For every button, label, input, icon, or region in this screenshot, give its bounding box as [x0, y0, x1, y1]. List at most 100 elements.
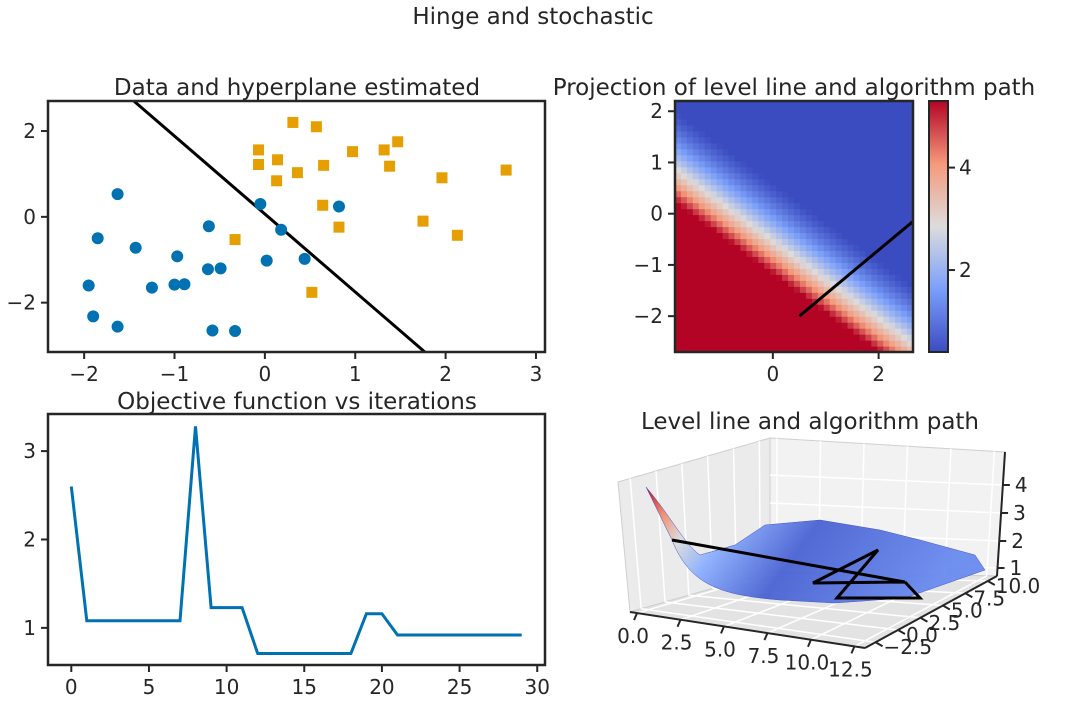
heatmap-cell — [901, 322, 908, 329]
heatmap-cell — [752, 268, 759, 275]
heatmap-cell — [901, 286, 908, 293]
heatmap-cell — [692, 184, 700, 192]
heatmap-cell — [794, 340, 801, 347]
heatmap-cell — [877, 124, 884, 132]
heatmap-cell — [746, 262, 753, 269]
heatmap-cell — [901, 130, 908, 138]
heatmap-cell — [788, 184, 795, 192]
heatmap-cell — [686, 130, 694, 138]
heatmap-cell — [835, 154, 843, 162]
heatmap-cell — [883, 304, 890, 311]
scatter-title: Data and hyperplane estimated — [114, 75, 480, 101]
heatmap-cell — [841, 184, 849, 192]
heatmap-cell — [686, 280, 694, 287]
heatmap-cell — [901, 106, 908, 114]
heatmap-cell — [686, 304, 694, 311]
heatmap-cell — [907, 250, 913, 257]
heatmap-cell — [782, 101, 789, 108]
heatmap-cell — [692, 340, 700, 347]
heatmap-cell — [686, 154, 694, 162]
heatmap-cell — [752, 226, 759, 234]
heatmap-cell — [853, 346, 861, 352]
heatmap-cell — [853, 232, 861, 240]
heatmap-cell — [758, 136, 765, 144]
heatmap-cell — [782, 316, 789, 323]
point-class-b — [378, 144, 390, 156]
heatmap-cell — [776, 112, 783, 120]
heatmap-cell — [752, 316, 759, 323]
heatmap-cell — [770, 232, 777, 240]
heatmap-cell — [871, 124, 878, 132]
heatmap-cell — [680, 328, 688, 335]
surface-z-axis-line — [996, 451, 1006, 577]
heatmap-cell — [782, 142, 789, 150]
heatmap-cell — [764, 214, 771, 222]
heatmap-cell — [692, 148, 700, 156]
heatmap-cell — [895, 220, 902, 228]
point-class-b — [317, 199, 329, 211]
heatmap-cell — [770, 154, 777, 162]
heatmap-cell — [794, 268, 801, 275]
heatmap-cell — [823, 340, 831, 347]
heatmap-cell — [710, 136, 718, 144]
x-tick-label: 15 — [292, 675, 317, 699]
heatmap-cell — [728, 184, 736, 192]
heatmap-cell — [692, 244, 700, 252]
heatmap-cell — [889, 220, 896, 228]
heatmap-cell — [895, 346, 902, 352]
heatmap-cell — [877, 148, 884, 156]
heatmap-cell — [805, 106, 813, 114]
heatmap-cell — [895, 142, 902, 150]
heatmap-cell — [680, 136, 688, 144]
heatmap-cell — [734, 232, 742, 240]
heatmap-cell — [740, 148, 747, 156]
heatmap-cell — [817, 208, 825, 216]
heatmap-cell — [746, 268, 753, 275]
heatmap-cell — [799, 328, 807, 335]
heatmap-cell — [704, 220, 712, 228]
heatmap-cell — [704, 268, 712, 275]
heatmap-cell — [734, 256, 742, 263]
heatmap-cell — [734, 346, 742, 352]
heatmap-cell — [877, 130, 884, 138]
heatmap-cell — [877, 334, 884, 341]
heatmap-cell — [841, 130, 849, 138]
heatmap-cell — [722, 160, 730, 168]
heatmap-cell — [692, 118, 700, 126]
heatmap-cell — [805, 190, 813, 198]
heatmap-cell — [704, 106, 712, 114]
heatmap-cell — [794, 292, 801, 299]
heatmap-cell — [835, 346, 843, 352]
heatmap-cell — [841, 340, 849, 347]
heatmap-cell — [877, 118, 884, 126]
heatmap-cell — [794, 328, 801, 335]
heatmap-cell — [907, 148, 913, 156]
heatmap-cell — [740, 160, 747, 168]
heatmap-cell — [847, 160, 855, 168]
heatmap-cell — [764, 298, 771, 305]
heatmap-cell — [799, 190, 807, 198]
heatmap-cell — [716, 130, 724, 138]
heatmap-cell — [895, 292, 902, 299]
heatmap-cell — [865, 322, 872, 329]
heatmap-cell — [716, 292, 724, 299]
heatmap-cell — [734, 172, 742, 180]
heatmap-cell — [686, 316, 694, 323]
heatmap-cell — [817, 101, 825, 108]
heatmap-cell — [776, 244, 783, 252]
heatmap-cell — [782, 148, 789, 156]
heatmap-cell — [734, 166, 742, 174]
heatmap-cell — [871, 232, 878, 240]
heatmap-cell — [722, 226, 730, 234]
point-class-b — [271, 175, 283, 187]
surface-x-tick — [850, 645, 856, 654]
heatmap-cell — [811, 106, 819, 114]
heatmap-cell — [829, 112, 837, 120]
heatmap-cell — [871, 178, 878, 186]
heatmap-cell — [740, 256, 747, 263]
heatmap-cell — [710, 202, 718, 210]
heatmap-cell — [835, 226, 843, 234]
point-class-a — [206, 324, 219, 337]
heatmap-cell — [758, 190, 765, 198]
heatmap-cell — [704, 310, 712, 317]
